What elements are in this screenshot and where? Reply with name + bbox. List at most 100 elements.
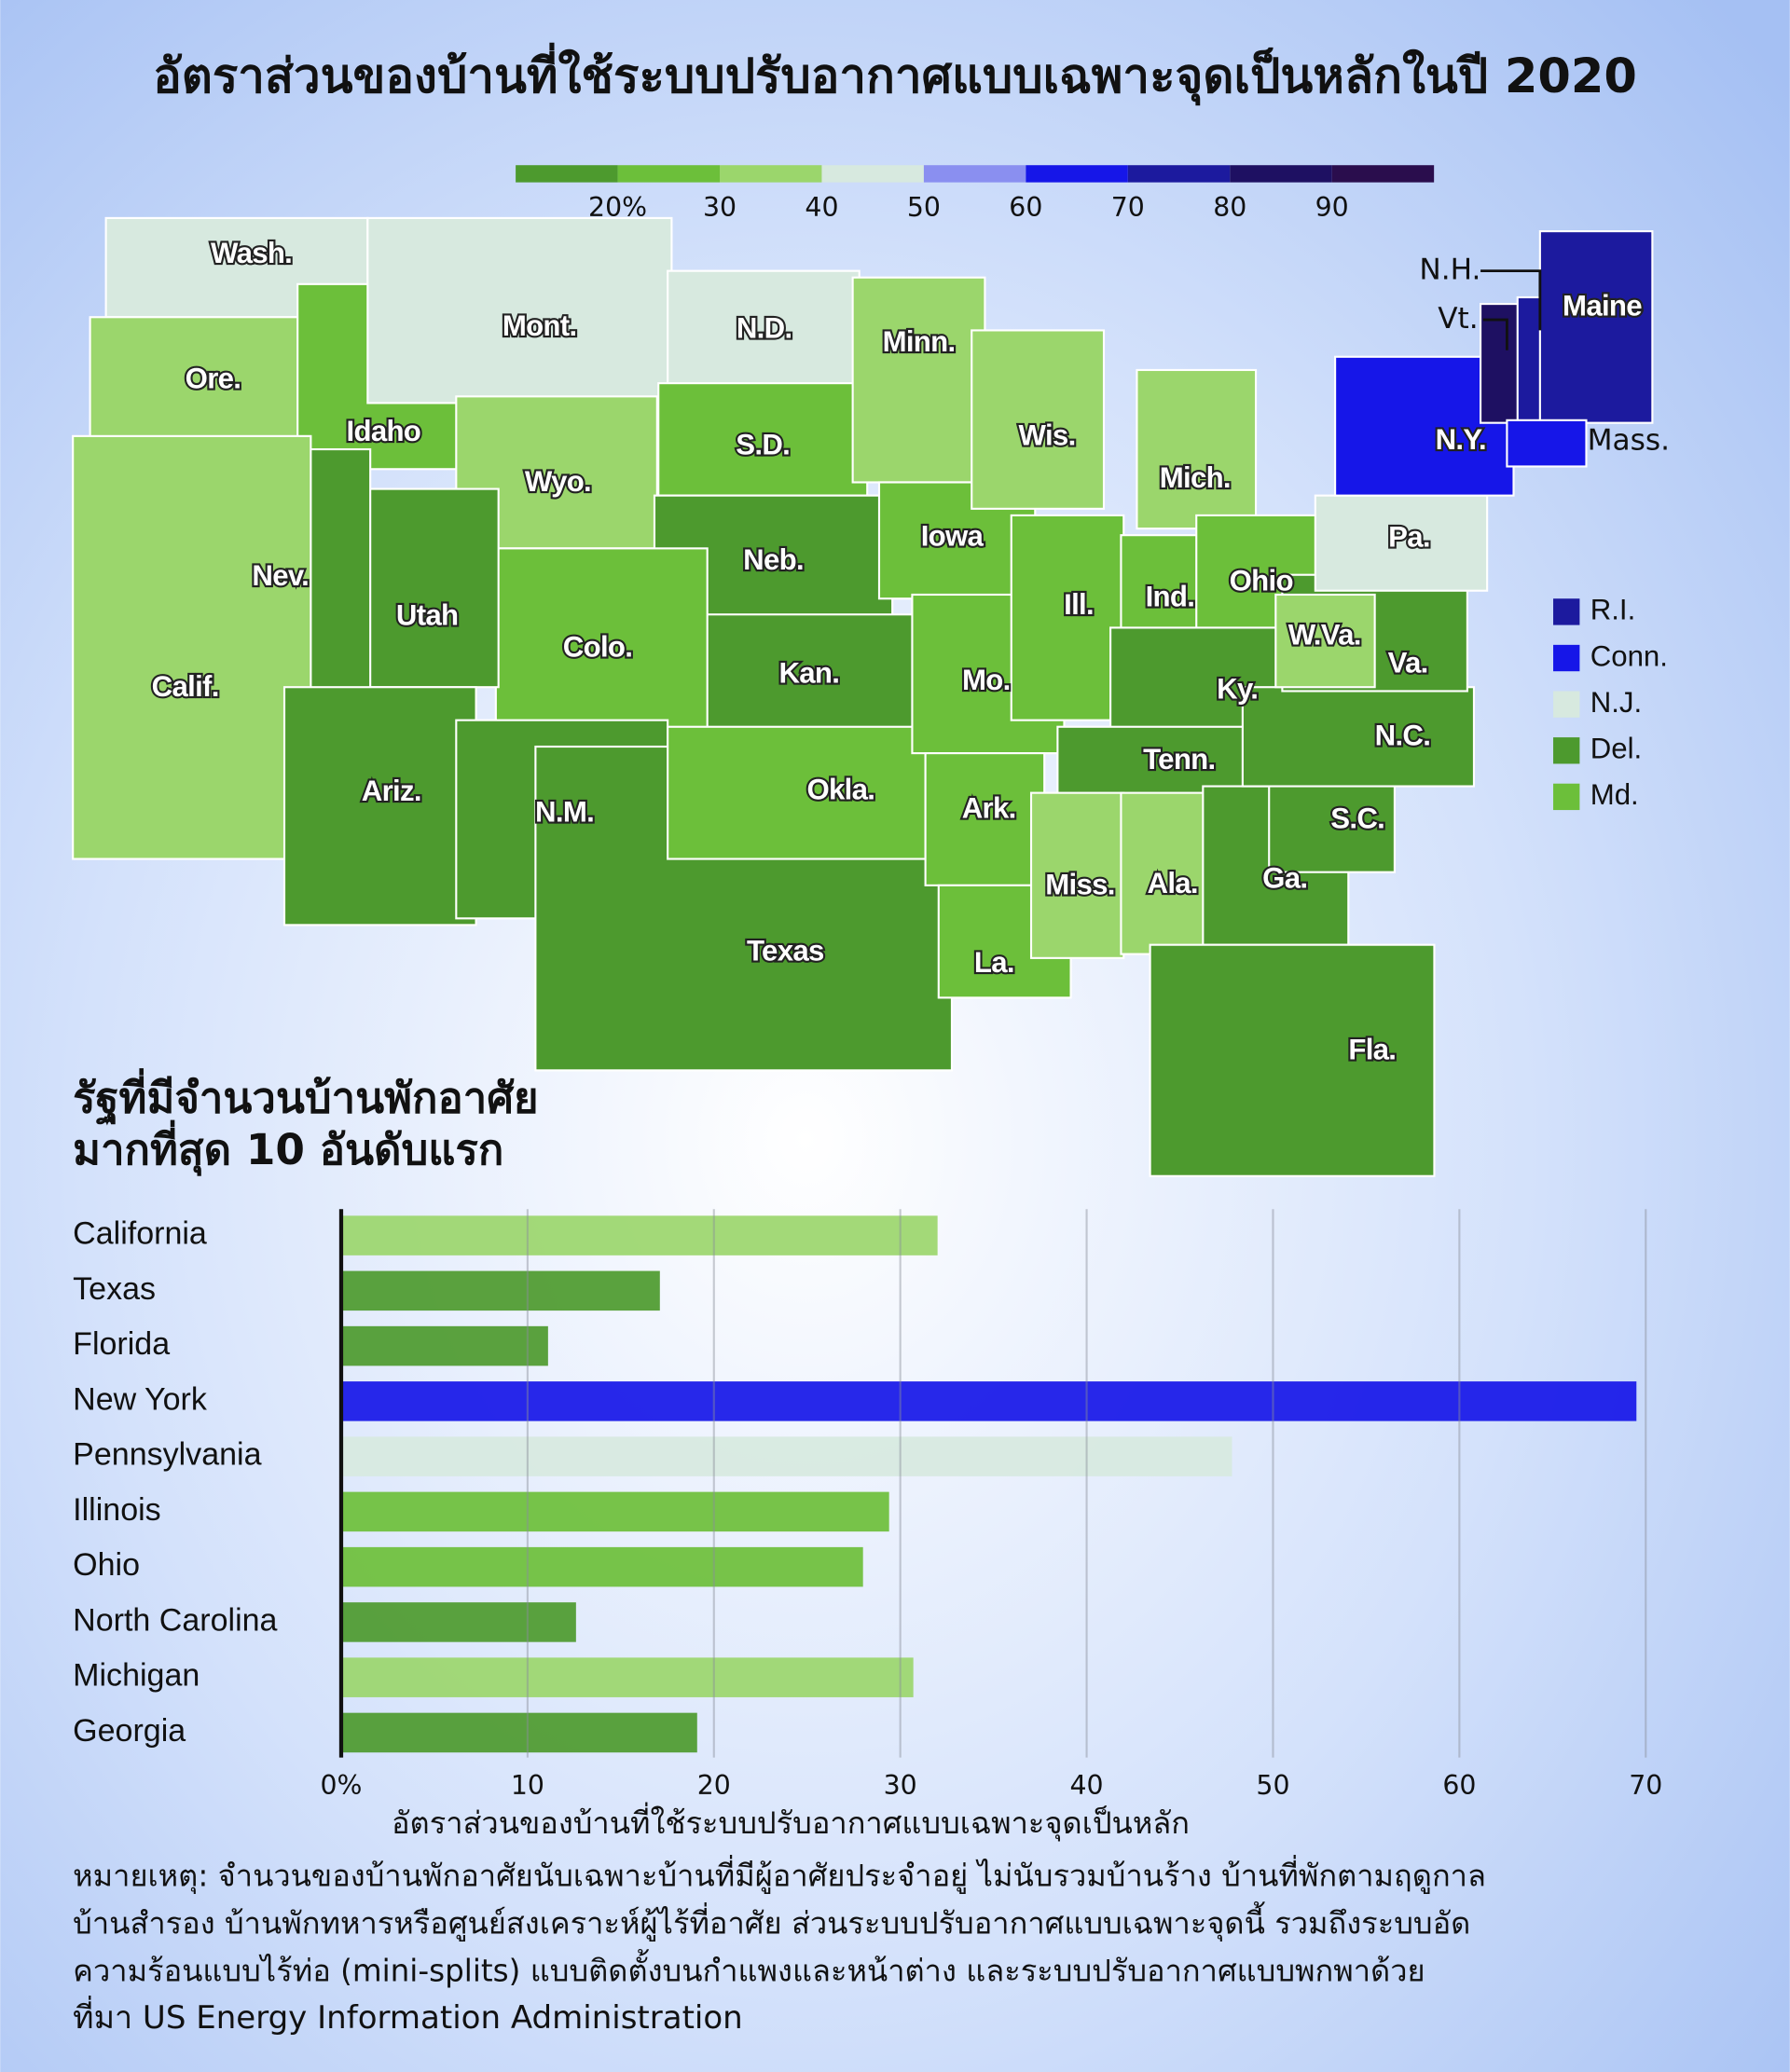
- y-tick-label: Florida: [73, 1326, 170, 1362]
- bar: [340, 1602, 576, 1642]
- state-label: Tenn.: [1143, 743, 1215, 775]
- state-label: Colo.: [563, 630, 632, 663]
- legend-swatch: [516, 165, 618, 183]
- bar: [340, 1657, 914, 1697]
- y-tick-label: Pennsylvania: [73, 1437, 261, 1473]
- state-label: N.D.: [737, 312, 792, 345]
- state: [1479, 303, 1522, 424]
- state: [1268, 772, 1396, 873]
- leader-line: [1482, 318, 1508, 350]
- y-tick-label: Ohio: [73, 1547, 140, 1583]
- y-tick-label: Michigan: [73, 1658, 200, 1694]
- state-label: N.M.: [535, 796, 594, 829]
- y-tick-label: North Carolina: [73, 1602, 277, 1638]
- state-label: Nev.: [252, 559, 309, 592]
- small-state-label: Conn.: [1590, 639, 1668, 672]
- state: [1274, 593, 1376, 689]
- state-label: Ore.: [186, 363, 241, 395]
- state: [282, 686, 477, 926]
- state-label: Wis.: [1019, 419, 1076, 452]
- leader-line: [1480, 269, 1542, 331]
- bar: [340, 1325, 548, 1366]
- small-state-label: Md.: [1590, 778, 1639, 811]
- state-label: Kan.: [778, 657, 839, 690]
- state: [1241, 686, 1476, 788]
- state-label: Ala.: [1148, 867, 1198, 899]
- state: [1506, 419, 1588, 468]
- x-tick-label: 60: [1442, 1770, 1476, 1801]
- state-label: Ariz.: [362, 775, 421, 807]
- legend-tick-label: 50: [907, 192, 941, 223]
- state-label: Mich.: [1160, 461, 1231, 494]
- legend-swatch: [720, 165, 822, 183]
- state-label: Maine: [1563, 290, 1642, 322]
- state-label: Wyo.: [525, 465, 591, 498]
- state-label: Ohio: [1230, 564, 1293, 597]
- y-tick-label: New York: [73, 1381, 208, 1417]
- bar: [340, 1712, 697, 1753]
- state: [494, 547, 709, 734]
- note-line: หมายเหตุ: จำนวนของบ้านพักอาศัยนับเฉพาะบ้…: [73, 1855, 1486, 1895]
- x-tick-label: 70: [1629, 1770, 1662, 1801]
- x-tick-label: 30: [884, 1770, 917, 1801]
- state: [1136, 368, 1258, 530]
- state-label: Idaho: [347, 415, 421, 447]
- small-state-label: Del.: [1590, 733, 1642, 765]
- small-state-swatch: [1553, 691, 1580, 718]
- x-axis-label: อัตราส่วนของบ้านที่ใช้ระบบปรับอากาศแบบเฉ…: [392, 1802, 1190, 1842]
- state-label: N.H.: [1419, 254, 1480, 287]
- state: [1029, 791, 1125, 959]
- state: [1149, 943, 1436, 1177]
- state-label: Ill.: [1064, 588, 1094, 621]
- state: [851, 276, 986, 484]
- bar: [340, 1491, 889, 1532]
- state: [657, 382, 869, 497]
- small-state-label: N.J.: [1590, 686, 1642, 719]
- note-line: ความร้อนแบบไร้ท่อ (mini-splits) แบบติดตั…: [73, 1949, 1425, 1989]
- state: [924, 752, 1046, 886]
- y-tick-label: Texas: [73, 1271, 156, 1307]
- state: [1120, 791, 1208, 955]
- state-label: S.C.: [1330, 803, 1384, 835]
- bar: [340, 1270, 660, 1311]
- state: [1314, 494, 1489, 592]
- x-tick-label: 0%: [320, 1770, 362, 1801]
- state-label: Mass.: [1588, 424, 1670, 458]
- x-tick-label: 40: [1070, 1770, 1104, 1801]
- legend-swatch: [1127, 165, 1231, 183]
- small-state-label: R.I.: [1590, 594, 1636, 626]
- chart-title: มากที่สุด 10 อันดับแรก: [73, 1119, 503, 1176]
- legend-tick-label: 80: [1213, 192, 1246, 223]
- chart-title: รัฐที่มีจำนวนบ้านพักอาศัย: [73, 1067, 538, 1125]
- source: ที่มา US Energy Information Administrati…: [73, 1996, 743, 2037]
- legend-swatch: [1026, 165, 1128, 183]
- state-label: Mont.: [503, 309, 577, 342]
- legend-tick-label: 30: [703, 192, 737, 223]
- note-line: บ้านสำรอง บ้านพักทหารหรือศูนย์สงเคราะห์ผ…: [73, 1901, 1470, 1942]
- state-label: Va.: [1388, 646, 1428, 679]
- bar: [340, 1436, 1232, 1476]
- state-label: Ind.: [1146, 580, 1195, 612]
- legend-tick-label: 60: [1009, 192, 1042, 223]
- state-label: Wash.: [211, 237, 292, 269]
- map: Wash. Ore. Idaho Mont. Wyo. N.D. S.D. Neb. Kan. C…: [72, 216, 1670, 1177]
- state-label: S.D.: [736, 428, 790, 460]
- state: [1538, 230, 1654, 424]
- state: [1010, 514, 1125, 721]
- state-label: Iowa: [921, 519, 984, 552]
- state-label: Fla.: [1348, 1034, 1396, 1066]
- state-label: N.C.: [1375, 719, 1431, 751]
- state-label: Miss.: [1045, 869, 1114, 901]
- legend-tick-label: 20%: [588, 192, 647, 223]
- state: [72, 434, 312, 860]
- small-state-swatch: [1553, 737, 1580, 764]
- state-label: W.Va.: [1288, 619, 1361, 652]
- x-tick-label: 20: [697, 1770, 731, 1801]
- state-label: Minn.: [883, 325, 956, 358]
- legend-swatch: [617, 165, 721, 183]
- state-label: N.Y.: [1436, 423, 1486, 456]
- state-label: La.: [974, 946, 1014, 979]
- y-tick-label: Illinois: [73, 1492, 161, 1528]
